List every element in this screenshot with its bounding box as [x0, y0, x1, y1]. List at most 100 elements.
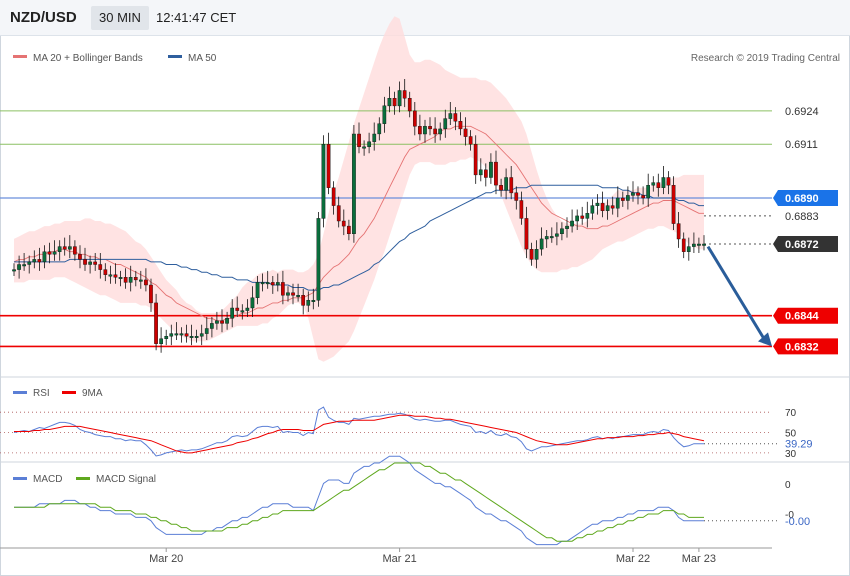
candle-body — [179, 333, 184, 336]
candle-body — [631, 192, 635, 196]
candle-body — [352, 133, 356, 235]
candle-body — [250, 297, 255, 309]
candle-body — [164, 336, 169, 340]
candle-body — [291, 292, 295, 296]
candle-body — [286, 292, 290, 296]
candle-body — [194, 336, 199, 338]
candle-body — [407, 97, 412, 112]
candle-body — [463, 128, 468, 137]
candle-body — [57, 246, 62, 252]
candle-body — [458, 120, 463, 130]
candle-body — [138, 279, 143, 282]
candle-body — [316, 218, 321, 301]
rsi-legend: RSI 9MA — [13, 388, 103, 399]
x-tick-label: Mar 22 — [616, 553, 650, 565]
ma50-line — [14, 184, 704, 291]
candle-body — [580, 215, 585, 219]
candle-body — [108, 274, 113, 277]
candle-body — [83, 259, 87, 265]
candle-body — [47, 251, 52, 255]
interval-button[interactable]: 30 MIN — [91, 6, 149, 30]
candle-body — [27, 261, 32, 265]
forecast-arrow — [706, 245, 767, 342]
candle-body — [555, 233, 559, 237]
rsi-ma-legend-swatch — [62, 391, 76, 394]
level-label: 0.6924 — [785, 106, 819, 118]
candle-body — [113, 274, 118, 278]
candle-body — [651, 182, 656, 186]
macd-tick-label: 0 — [785, 480, 791, 491]
level-label-box — [773, 236, 838, 252]
candle-body — [697, 243, 701, 246]
candle-body — [336, 205, 341, 222]
candle-body — [245, 307, 250, 311]
candle-body — [671, 184, 676, 224]
candle-body — [215, 320, 219, 324]
candle-body — [641, 195, 645, 199]
candle-body — [72, 246, 77, 255]
ma20-legend-swatch — [13, 55, 27, 58]
candle-body — [88, 261, 92, 265]
candle-body — [98, 264, 103, 270]
candle-body — [514, 192, 519, 201]
price-panel: 0.6924 0.6911 0.6890 0.6883 0.6872 0.6844 0.68… — [0, 16, 838, 362]
candle-body — [62, 246, 67, 250]
candle-body — [610, 205, 615, 209]
candle-body — [326, 143, 331, 188]
candle-body — [362, 146, 366, 149]
candle-body — [504, 177, 508, 191]
candle-body — [17, 264, 21, 270]
symbol-label: NZD/USD — [10, 9, 77, 26]
candle-body — [656, 182, 661, 188]
candle-body — [276, 282, 280, 286]
candle-body — [144, 279, 148, 286]
candle-body — [478, 169, 483, 176]
candle-body — [397, 90, 402, 107]
candle-body — [103, 269, 108, 275]
candle-body — [123, 277, 128, 283]
candle-body — [128, 277, 133, 283]
candle-body — [646, 184, 650, 199]
candle-body — [529, 248, 534, 260]
candle-body — [692, 243, 696, 247]
candle-body — [235, 307, 240, 311]
candle-body — [12, 269, 16, 272]
candle-body — [413, 110, 417, 127]
candle-body — [605, 205, 610, 211]
candle-body — [341, 220, 346, 227]
candle-body — [676, 223, 681, 240]
candle-body — [544, 236, 549, 240]
candle-body — [418, 126, 422, 135]
candle-body — [686, 246, 691, 252]
candle-body — [149, 284, 153, 304]
bollinger-band — [14, 16, 704, 362]
level-label-box — [773, 307, 838, 324]
candle-body — [499, 184, 503, 191]
time-label: 12:41:47 CET — [156, 10, 237, 25]
candle-body — [372, 133, 377, 142]
candle-body — [443, 118, 448, 129]
rsi-tick-label: 50 — [785, 429, 797, 440]
copyright-label: Research © 2019 Trading Central — [691, 53, 840, 64]
rsi-ma-line — [14, 414, 705, 454]
candle-body — [22, 264, 26, 267]
macd-signal-legend-label: MACD Signal — [96, 474, 156, 485]
candle-body — [494, 161, 498, 186]
rsi-legend-label: RSI — [33, 388, 50, 399]
candle-body — [199, 333, 204, 337]
candle-body — [615, 197, 620, 209]
rsi-line — [13, 406, 704, 457]
candle-body — [52, 251, 57, 255]
candle-body — [453, 113, 458, 122]
level-label: 0.6911 — [785, 139, 818, 151]
level-label: 0.6883 — [785, 211, 819, 223]
candle-body — [590, 205, 595, 214]
x-tick-label: Mar 20 — [149, 553, 183, 565]
candle-body — [595, 202, 600, 206]
candle-body — [118, 277, 123, 279]
candle-body — [423, 126, 427, 135]
candle-body — [489, 161, 493, 178]
candle-body — [357, 133, 361, 148]
